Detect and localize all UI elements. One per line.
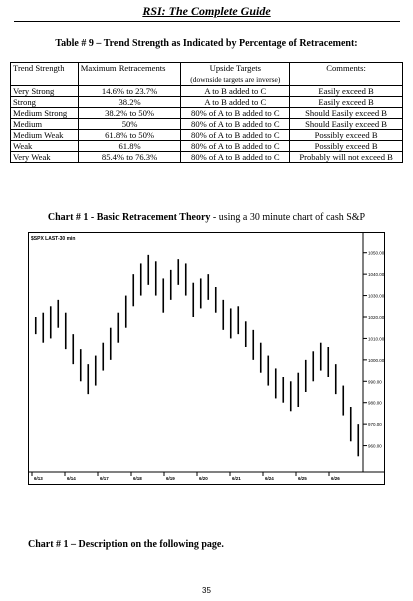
cell: 85.4% to 76.3% <box>77 151 182 163</box>
cell: 61.8% <box>77 140 182 152</box>
x-tick-label: 6/21 <box>232 476 241 481</box>
cell: A to B added to C <box>180 85 291 97</box>
cell: Easily exceed B <box>289 85 403 97</box>
th-note: (downside targets are inverse) <box>190 75 281 84</box>
row: Medium Weak 61.8% to 50% 80% of A to B add… <box>10 129 403 141</box>
y-tick-label: 1010.00 <box>368 336 385 341</box>
y-tick-label: 1030.00 <box>368 294 385 299</box>
th-text: Upside Targets <box>209 63 261 73</box>
x-tick-label: 6/18 <box>133 476 142 481</box>
cell: Should Easily exceed B <box>289 107 403 119</box>
cell: Strong <box>10 96 79 108</box>
cell: Possibly exceed B <box>289 140 403 152</box>
cell: 38.2% <box>77 96 182 108</box>
cell: Very Weak <box>10 151 79 163</box>
rule <box>14 21 400 22</box>
chart-title-bold: Chart # 1 - Basic Retracement Theory <box>47 212 211 223</box>
table-body: Very Strong 14.6% to 23.7% A to B added to… <box>10 85 403 163</box>
chart-frame <box>28 232 385 485</box>
footer-note: Chart # 1 – Description on the following… <box>28 539 224 550</box>
row: Very Weak 85.4% to 76.3% 80% of A to B add… <box>10 151 403 163</box>
th: Trend Strength <box>10 62 79 86</box>
cell: 50% <box>77 118 182 130</box>
cell: 80% of A to B added to C <box>180 151 291 163</box>
row: Strong 38.2% A to B added to C Easily excee… <box>10 96 403 108</box>
cell: Easily exceed B <box>289 96 403 108</box>
cell: 80% of A to B added to C <box>180 118 291 130</box>
x-tick-label: 6/14 <box>67 476 76 481</box>
y-tick-label: 970.00 <box>368 422 382 427</box>
header-title: RSI: The Complete Guide <box>142 4 271 18</box>
chart-title-rest: - using a 30 minute chart of cash S&P <box>210 212 366 223</box>
cell: Weak <box>10 140 79 152</box>
chart: $SPX LAST-30 min 960.00 970.00 980.00 990.0… <box>28 232 385 485</box>
cell: 38.2% to 50% <box>77 107 182 119</box>
cell: A to B added to C <box>180 96 291 108</box>
row: Medium 50% 80% of A to B added to C Should … <box>10 118 403 130</box>
cell: 61.8% to 50% <box>77 129 182 141</box>
cell: Medium Strong <box>10 107 79 119</box>
x-tick-label: 6/19 <box>166 476 175 481</box>
row: Weak 61.8% 80% of A to B added to C Possibl… <box>10 140 403 152</box>
y-tick-label: 990.00 <box>368 379 382 384</box>
x-tick-label: 6/24 <box>265 476 274 481</box>
row: Medium Strong 38.2% to 50% 80% of A to B a… <box>10 107 403 119</box>
table-caption: Table # 9 – Trend Strength as Indicated … <box>55 38 358 49</box>
cell: Possibly exceed B <box>289 129 403 141</box>
y-tick-label: 1000.00 <box>368 358 385 363</box>
cell: Medium Weak <box>10 129 79 141</box>
th: Maximum Retracements <box>77 62 182 86</box>
y-tick-label: 980.00 <box>368 401 382 406</box>
x-tick-label: 6/20 <box>199 476 208 481</box>
cell: 80% of A to B added to C <box>180 129 291 141</box>
y-tick-label: 1050.00 <box>368 251 385 256</box>
y-tick-label: 1040.00 <box>368 272 385 277</box>
row: Very Strong 14.6% to 23.7% A to B added to… <box>10 85 403 97</box>
page-number: 35 <box>202 586 211 595</box>
table: Trend Strength Maximum Retracements Upsi… <box>10 62 403 163</box>
cell: 80% of A to B added to C <box>180 107 291 119</box>
y-tick-label: 1020.00 <box>368 315 385 320</box>
x-tick-label: 6/17 <box>100 476 109 481</box>
chart-title: Chart # 1 - Basic Retracement Theory - u… <box>0 212 413 223</box>
cell: 14.6% to 23.7% <box>77 85 182 97</box>
x-tick-label: 6/13 <box>34 476 43 481</box>
cell: Medium <box>10 118 79 130</box>
cell: Probably will not exceed B <box>289 151 403 163</box>
cell: Should Easily exceed B <box>289 118 403 130</box>
x-tick-label: 6/25 <box>298 476 307 481</box>
cell: Very Strong <box>10 85 79 97</box>
cell: 80% of A to B added to C <box>180 140 291 152</box>
y-tick-label: 960.00 <box>368 444 382 449</box>
th: Upside Targets (downside targets are inve… <box>180 62 291 86</box>
chart-legend: $SPX LAST-30 min <box>31 236 75 242</box>
x-tick-label: 6/26 <box>331 476 340 481</box>
th: Comments: <box>289 62 403 86</box>
